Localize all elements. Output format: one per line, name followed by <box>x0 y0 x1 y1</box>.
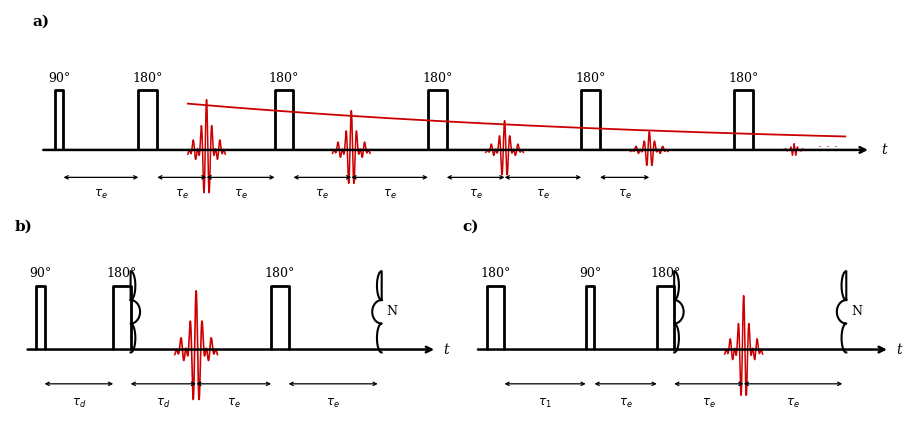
Text: b): b) <box>14 219 32 233</box>
Text: $\tau_e$: $\tau_e$ <box>536 188 550 201</box>
Text: 180°: 180° <box>133 72 163 85</box>
Text: $\tau_e$: $\tau_e$ <box>326 397 340 410</box>
Text: t: t <box>896 343 902 357</box>
Text: $\tau_e$: $\tau_e$ <box>383 188 396 201</box>
Text: t: t <box>444 343 449 357</box>
Text: c): c) <box>463 219 479 233</box>
Text: 90°: 90° <box>48 72 70 85</box>
Text: 180°: 180° <box>650 267 681 280</box>
Text: 180°: 180° <box>576 72 606 85</box>
Text: 180°: 180° <box>269 72 299 85</box>
Text: $\tau_e$: $\tau_e$ <box>702 397 716 410</box>
Text: $\tau_e$: $\tau_e$ <box>618 188 631 201</box>
Text: t: t <box>881 143 886 157</box>
Text: 90°: 90° <box>29 267 52 280</box>
Text: $\tau_e$: $\tau_e$ <box>315 188 329 201</box>
Text: 180°: 180° <box>480 267 511 280</box>
Text: · · ·: · · · <box>818 141 838 154</box>
Text: $\tau_e$: $\tau_e$ <box>234 188 248 201</box>
Text: $\tau_d$: $\tau_d$ <box>156 397 171 410</box>
Text: $\tau_d$: $\tau_d$ <box>72 397 86 410</box>
Text: $\tau_e$: $\tau_e$ <box>226 397 240 410</box>
Text: $\tau_e$: $\tau_e$ <box>94 188 108 201</box>
Text: $\tau_e$: $\tau_e$ <box>175 188 188 201</box>
Text: 180°: 180° <box>107 267 137 280</box>
Text: $\tau_1$: $\tau_1$ <box>539 397 552 410</box>
Text: $\tau_e$: $\tau_e$ <box>786 397 800 410</box>
Text: $\tau_e$: $\tau_e$ <box>468 188 482 201</box>
Text: N: N <box>851 305 862 318</box>
Text: 90°: 90° <box>579 267 602 280</box>
Text: $\tau_e$: $\tau_e$ <box>619 397 633 410</box>
Text: N: N <box>386 305 397 318</box>
Text: 180°: 180° <box>729 72 759 85</box>
Text: 180°: 180° <box>264 267 295 280</box>
Text: a): a) <box>32 14 49 29</box>
Text: 180°: 180° <box>422 72 453 85</box>
